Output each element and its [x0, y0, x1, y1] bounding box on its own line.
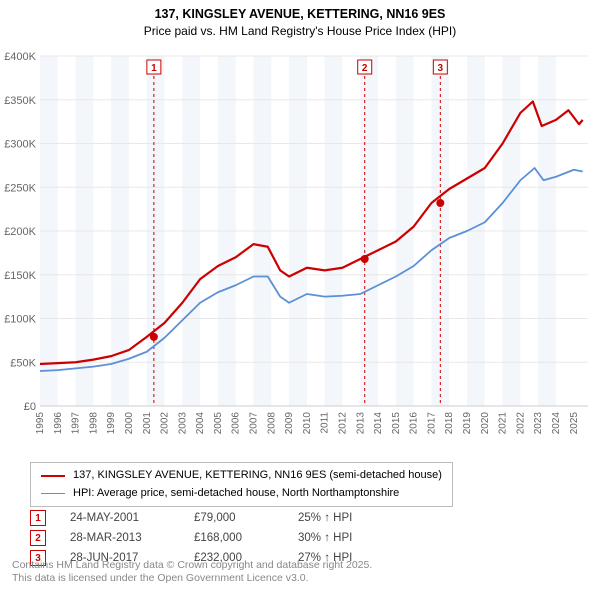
svg-text:2022: 2022	[515, 412, 526, 435]
svg-text:2007: 2007	[249, 412, 260, 435]
svg-text:2021: 2021	[498, 412, 509, 435]
svg-text:2002: 2002	[160, 412, 171, 435]
svg-text:2012: 2012	[337, 412, 348, 435]
svg-text:2015: 2015	[391, 412, 402, 435]
legend-label: 137, KINGSLEY AVENUE, KETTERING, NN16 9E…	[73, 467, 442, 485]
event-badge: 1	[30, 510, 46, 526]
svg-text:2013: 2013	[355, 412, 366, 435]
svg-text:2018: 2018	[444, 412, 455, 435]
svg-text:2019: 2019	[462, 412, 473, 435]
event-date: 24-MAY-2001	[70, 512, 170, 524]
legend-swatch	[41, 475, 65, 477]
svg-text:2017: 2017	[426, 412, 437, 435]
svg-text:£400K: £400K	[4, 51, 36, 63]
svg-text:£150K: £150K	[4, 270, 36, 282]
svg-text:£0: £0	[24, 401, 36, 413]
svg-text:2023: 2023	[533, 412, 544, 435]
svg-text:2016: 2016	[409, 412, 420, 435]
price-chart: £0 £50K £100K £150K £200K £250K £300K £350K £400…	[0, 46, 600, 446]
svg-text:1995: 1995	[35, 412, 46, 435]
event-delta: 30% ↑ HPI	[298, 532, 352, 544]
legend-item: HPI: Average price, semi-detached house,…	[41, 485, 442, 503]
svg-text:3: 3	[438, 63, 444, 74]
legend: 137, KINGSLEY AVENUE, KETTERING, NN16 9E…	[30, 462, 453, 507]
event-row: 1 24-MAY-2001 £79,000 25% ↑ HPI	[30, 508, 352, 528]
event-badge: 2	[30, 530, 46, 546]
svg-text:£350K: £350K	[4, 95, 36, 107]
svg-text:2006: 2006	[231, 412, 242, 435]
event-price: £79,000	[194, 512, 274, 524]
legend-label: HPI: Average price, semi-detached house,…	[73, 485, 399, 503]
svg-text:2001: 2001	[142, 412, 153, 435]
event-price: £168,000	[194, 532, 274, 544]
legend-item: 137, KINGSLEY AVENUE, KETTERING, NN16 9E…	[41, 467, 442, 485]
svg-text:£300K: £300K	[4, 139, 36, 151]
chart-title: 137, KINGSLEY AVENUE, KETTERING, NN16 9E…	[0, 0, 600, 24]
footnote: Contains HM Land Registry data © Crown c…	[12, 559, 372, 586]
svg-text:2000: 2000	[124, 412, 135, 435]
svg-text:1997: 1997	[71, 412, 82, 435]
svg-text:2005: 2005	[213, 412, 224, 435]
footnote-line1: Contains HM Land Registry data © Crown c…	[12, 559, 372, 573]
event-date: 28-MAR-2013	[70, 532, 170, 544]
svg-text:£100K: £100K	[4, 314, 36, 326]
svg-text:2009: 2009	[284, 412, 295, 435]
svg-text:2: 2	[362, 63, 368, 74]
svg-text:2011: 2011	[320, 412, 331, 434]
chart-subtitle: Price paid vs. HM Land Registry's House …	[0, 24, 600, 38]
svg-text:1996: 1996	[53, 412, 64, 435]
svg-text:2020: 2020	[480, 412, 491, 435]
svg-text:2008: 2008	[266, 412, 277, 435]
svg-text:1: 1	[151, 63, 157, 74]
event-delta: 25% ↑ HPI	[298, 512, 352, 524]
svg-text:£250K: £250K	[4, 182, 36, 194]
footnote-line2: This data is licensed under the Open Gov…	[12, 572, 372, 586]
legend-swatch	[41, 493, 65, 494]
svg-text:1999: 1999	[106, 412, 117, 435]
svg-text:2025: 2025	[569, 412, 580, 435]
svg-text:1998: 1998	[88, 412, 99, 435]
svg-text:2010: 2010	[302, 412, 313, 435]
svg-text:2014: 2014	[373, 412, 384, 435]
svg-text:2004: 2004	[195, 412, 206, 435]
svg-text:£50K: £50K	[10, 357, 36, 369]
svg-text:£200K: £200K	[4, 226, 36, 238]
svg-text:2003: 2003	[177, 412, 188, 435]
svg-text:2024: 2024	[551, 412, 562, 435]
event-row: 2 28-MAR-2013 £168,000 30% ↑ HPI	[30, 528, 352, 548]
